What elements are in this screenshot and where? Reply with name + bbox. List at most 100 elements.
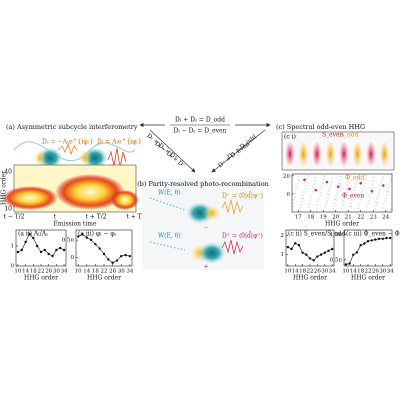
y-tick-label: 0.5π [330, 257, 343, 263]
phase-cloud [352, 196, 354, 198]
x-axis-label: HHG order [87, 275, 121, 282]
phase-cloud [316, 208, 318, 210]
phase-cloud [345, 191, 347, 193]
relation: Dₗ + Dₛ = D_odd [175, 117, 225, 124]
phase-cloud [310, 196, 312, 198]
arrow [149, 129, 196, 173]
phase-cloud [306, 178, 308, 180]
relation: Dₗ − Dₛ ∝ D⁻ [153, 140, 186, 170]
phase-cloud [334, 198, 336, 200]
even-label: S_even [322, 132, 344, 139]
data-point [381, 237, 384, 240]
burst [57, 142, 78, 156]
phase-cloud [314, 180, 316, 182]
phase-cloud [378, 192, 380, 194]
phase-cloud [350, 202, 352, 204]
phase-cloud [354, 186, 356, 188]
subpanel-label: (c i) [284, 134, 296, 141]
phase-cloud [342, 204, 344, 206]
phase-cloud [311, 193, 313, 195]
phase-cloud [353, 189, 355, 191]
relation: Dₗ − Dₛ = D_even [174, 128, 227, 135]
phase-cloud [364, 178, 366, 180]
phase-cloud [296, 186, 298, 188]
phase-cloud [343, 197, 345, 199]
y-tick-label: 1 [11, 244, 15, 250]
phase-cloud [359, 201, 361, 203]
phase-cloud [381, 179, 383, 181]
x-tick-label: 30 [53, 269, 60, 275]
phase-cloud [347, 181, 349, 183]
phase-cloud [349, 175, 351, 177]
data-point [370, 189, 374, 193]
data-point [308, 257, 312, 260]
heatmap-ylabel: HHG order [1, 171, 8, 205]
phase-cloud [327, 197, 329, 199]
phase-cloud [360, 198, 362, 200]
phase-cloud [329, 187, 331, 189]
x-tick-label: 18 [307, 215, 314, 221]
phase-cloud [377, 195, 379, 197]
data-point [370, 239, 373, 242]
photon [221, 199, 244, 215]
phase-cloud [302, 198, 304, 200]
phase-cloud [368, 196, 370, 198]
dipole-label: D⁺ = ⟨0|d̂|ψ⁺⟩ [222, 232, 263, 239]
x-tick-label: 20 [332, 215, 339, 221]
phase-cloud [372, 180, 374, 182]
phase-cloud [353, 193, 355, 195]
orbital [79, 150, 91, 166]
phase-cloud [350, 206, 352, 208]
relation: D⁻ ∝ D_even [217, 140, 251, 169]
phase-cloud [355, 183, 357, 185]
phase-cloud [305, 181, 307, 183]
short-label: Dₛ = −Aₛe^{iφₛ} [42, 139, 94, 146]
y-tick-label: 0 [71, 255, 75, 261]
harmonic-blob [299, 142, 308, 166]
data-point [111, 261, 114, 264]
phase-cloud [362, 188, 364, 190]
chart-title: (c ii) S_even/S_odd [288, 231, 346, 238]
phase-cloud [372, 184, 374, 186]
data-point [32, 236, 35, 240]
x-tick-label: 14 [22, 269, 29, 275]
x-tick-label: 30 [118, 269, 125, 275]
chart-title: (c iii) Φ_even − Φ_odd [346, 231, 400, 238]
data-point [102, 252, 106, 256]
phase-cloud [307, 175, 309, 177]
phase-cloud [305, 185, 307, 187]
data-point [55, 248, 58, 252]
phase-cloud [316, 204, 318, 206]
phase-cloud [349, 205, 351, 207]
data-point [303, 178, 306, 182]
axes-frame [291, 173, 393, 213]
phase-cloud [338, 182, 340, 184]
data-point [35, 244, 39, 248]
phase-cloud [318, 198, 320, 200]
data-line [78, 234, 130, 264]
phase-cloud [361, 191, 363, 193]
heatmap-xlabel: Emission time [53, 221, 96, 228]
phase-cloud [373, 177, 375, 179]
sign: + [203, 264, 208, 271]
x-tick-label: 21 [345, 215, 352, 221]
harmonic-blob [353, 142, 362, 166]
phase-cloud [358, 204, 360, 206]
long-label: Dₗ = Aₗe^{iφₗ} [97, 139, 142, 146]
data-point [359, 181, 363, 185]
chart-title: (a ii) Aₗ/Aₛ [18, 231, 48, 238]
phase-cloud [346, 188, 348, 190]
orbital [34, 150, 46, 166]
data-point [115, 259, 119, 262]
phase-cloud [323, 175, 325, 177]
phase-cloud [367, 203, 369, 205]
phase-cloud [292, 202, 294, 204]
phase-cloud [383, 207, 385, 209]
data-point [377, 237, 381, 240]
phase-cloud [315, 177, 317, 179]
x-tick-label: 26 [45, 269, 52, 275]
sign: − [203, 225, 208, 232]
heatmap-xtick: t [54, 214, 57, 221]
phase-cloud [361, 195, 363, 197]
heatmap-xtick: t + T [126, 214, 141, 221]
